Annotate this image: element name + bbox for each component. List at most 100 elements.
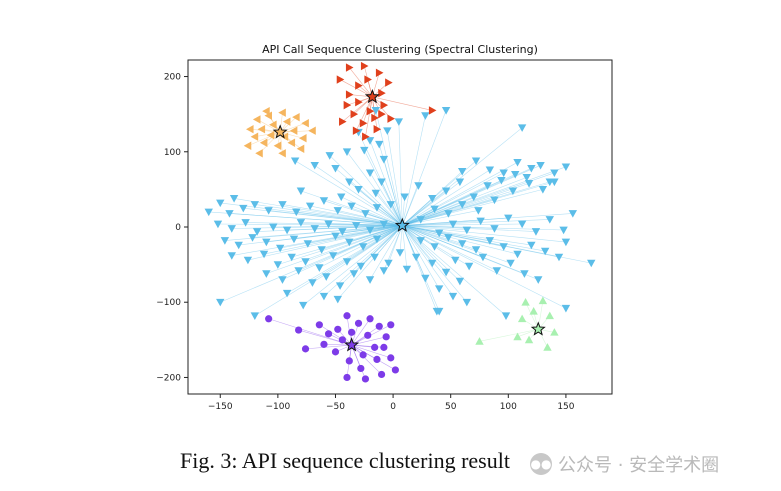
cluster-red-edge [349,67,373,98]
cluster-blue-point [243,256,253,265]
cluster-blue-point [400,193,409,202]
cluster-blue-edge [337,210,403,226]
cluster-orange-point [255,149,263,158]
cluster-blue-point [273,261,283,269]
cluster-blue-point [354,186,363,194]
cluster-blue-point [383,127,392,135]
cluster-blue-point [411,253,421,262]
cluster-blue-point [301,258,310,266]
cluster-orange-point [252,115,261,124]
cluster-blue-point [538,186,548,194]
centroid-edges [208,65,592,380]
cluster-blue-edge [402,225,456,261]
cluster-blue-point [414,182,423,190]
cluster-blue-point [241,219,250,227]
cluster-purple-point [343,373,351,382]
figure-caption: Fig. 3: API sequence clustering result [180,448,510,473]
cluster-blue-edge [399,225,403,253]
cluster-orange-edge [254,131,281,138]
cluster-blue-edge [323,225,403,297]
cluster-blue-point [517,124,527,132]
cluster-blue-point [531,228,541,236]
cluster-purple-point [382,333,390,341]
cluster-red-point [345,63,354,72]
cluster-blue-edge [402,169,491,226]
cluster-blue-edge [369,140,403,226]
cluster-blue-edge [254,204,403,226]
cluster-green-edge [479,329,539,342]
cluster-orange-point [289,126,298,135]
cluster-purple-point [377,370,386,379]
cluster-blue-edge [387,130,403,226]
cluster-blue-point [540,247,550,256]
cluster-blue-point [561,163,571,172]
cluster-blue-point [501,312,511,320]
wechat-icon: ●● [530,453,552,475]
cluster-blue-edge [282,225,403,280]
cluster-purple-edge [351,344,366,380]
cluster-blue-point [375,140,384,149]
cluster-blue-edge [369,172,403,226]
cluster-blue-point [508,187,518,196]
cluster-blue-point [559,226,568,235]
cluster-blue-point [394,118,404,126]
cluster-blue-point [234,241,243,250]
cluster-orange-point [287,138,296,147]
cluster-orange-point [278,149,286,158]
cluster-blue-point [416,237,425,245]
cluster-orange-point [301,118,309,128]
cluster-blue-edge [402,220,481,226]
cluster-orange-centroid [272,124,288,139]
cluster-blue-point [227,225,236,233]
cluster-blue-edge [312,225,403,283]
cluster-blue-edge [402,225,454,297]
cluster-blue-point [432,307,442,316]
cluster-red-point [428,106,437,115]
cluster-purple-edge [351,344,382,375]
cluster-purple-edge [305,344,352,350]
cluster-blue-point [377,178,386,187]
cluster-blue-edge [307,225,403,244]
cluster-blue-point [379,267,389,275]
cluster-blue-edge [402,110,447,226]
x-tick-label: 0 [390,402,396,412]
cluster-blue-edge [314,165,403,226]
y-axis: −200 −100 0 100 200 [156,73,188,383]
cluster-blue-point [365,137,375,145]
y-tick-label: 100 [164,148,181,158]
y-tick-label: 0 [175,223,181,233]
cluster-purple-point [345,357,353,365]
cluster-blue-point [421,112,430,120]
cluster-orange-point [264,111,273,120]
cluster-blue-point [527,164,536,173]
cluster-red-point [387,114,395,123]
cluster-blue-point [561,238,571,247]
cluster-blue-point [554,253,564,262]
cluster-blue-point [282,226,292,235]
cluster-blue-point [299,301,308,310]
cluster-blue-edge [358,189,403,226]
cluster-blue-point [248,234,257,242]
cluster-orange-point [246,125,254,134]
cluster-blue-edge [326,225,403,277]
cluster-blue-edge [375,192,403,226]
cluster-purple-point [387,354,395,362]
cluster-blue-edge [402,181,555,226]
cluster-blue-point [333,295,342,304]
cluster-red-point [371,113,379,123]
cluster-blue-edge [263,225,403,255]
cluster-blue-point [325,152,334,160]
cluster-blue-point [587,259,596,268]
cluster-blue-point [504,214,513,223]
cluster-blue-point [319,197,329,205]
y-tick-label: 200 [164,73,181,83]
cluster-orange-point [273,141,282,150]
cluster-blue-edge [402,127,523,226]
cluster-blue-edge [390,204,403,226]
scatter-chart: API Call Sequence Clustering (Spectral C… [156,43,613,412]
cluster-blue-edge [328,223,403,226]
cluster-blue-edge [360,225,403,267]
cluster-purple-point [338,336,346,344]
cluster-blue-point [259,250,269,259]
cluster-blue-edge [402,181,550,226]
